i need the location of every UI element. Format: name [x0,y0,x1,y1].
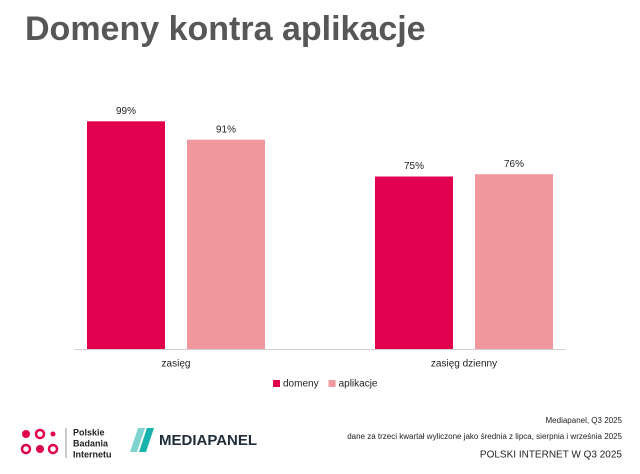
value-label: 99% [116,106,136,117]
pbi-logo [20,428,67,458]
logo-text: Polskie [73,427,105,437]
bar [87,121,165,349]
logo-text: MEDIAPANEL [159,432,257,449]
x-tick-label: zasięg dzienny [431,359,497,370]
value-label: 91% [216,124,236,135]
x-tick-label: zasięg [162,359,191,370]
bar [375,176,453,349]
value-label: 76% [504,159,524,170]
legend-label: aplikacje [339,379,378,390]
logo-text: Badania [73,438,109,448]
legend-swatch [328,380,336,387]
mediapanel-logo [130,428,154,452]
bar [187,139,265,349]
value-label: 75% [404,161,424,172]
note: dane za trzeci kwartał wyliczone jako śr… [347,432,622,441]
source: Mediapanel, Q3 2025 [546,416,623,425]
chart-title: Domeny kontra aplikacje [25,10,426,48]
logo-text: Internetu [73,449,112,459]
legend-swatch [273,380,280,387]
legend-label: domeny [283,379,319,390]
bar [475,174,553,349]
report-label: POLSKI INTERNET W Q3 2025 [480,450,623,461]
